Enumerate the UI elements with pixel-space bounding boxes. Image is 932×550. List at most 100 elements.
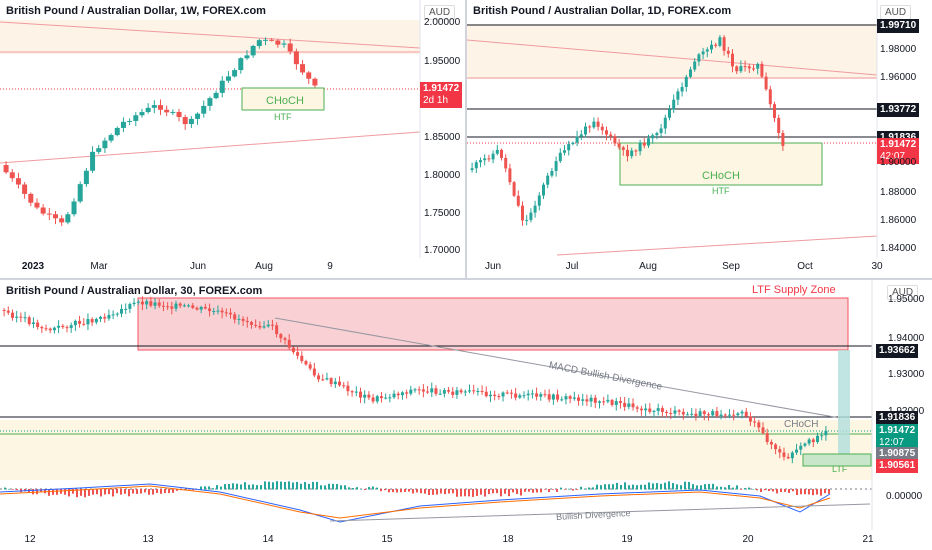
intraday-candle bbox=[522, 395, 526, 397]
daily-candle bbox=[655, 132, 659, 136]
intraday-candle bbox=[623, 402, 627, 407]
intraday-candle bbox=[514, 393, 518, 398]
daily-candle bbox=[491, 153, 495, 160]
weekly-candle bbox=[158, 105, 163, 110]
intraday-candle bbox=[497, 396, 501, 398]
daily-candle bbox=[550, 170, 554, 176]
macd-histogram-bar bbox=[268, 481, 270, 490]
macd-histogram-bar bbox=[292, 482, 294, 490]
intraday-candle bbox=[57, 325, 61, 328]
macd-histogram-bar bbox=[444, 489, 446, 495]
intraday-candle bbox=[526, 393, 530, 396]
intraday-level-red: 1.90561 bbox=[876, 459, 919, 473]
weekly-axis-unit[interactable]: AUD bbox=[424, 5, 456, 20]
intraday-x-tick: 13 bbox=[142, 534, 154, 545]
intraday-candle bbox=[153, 302, 157, 306]
daily-chart-canvas[interactable] bbox=[467, 0, 932, 278]
intraday-candle bbox=[589, 397, 593, 402]
intraday-candle bbox=[329, 378, 333, 385]
intraday-candle bbox=[136, 301, 140, 303]
macd-histogram-bar bbox=[676, 484, 678, 490]
daily-chart-title: British Pound / Australian Dollar, 1D, F… bbox=[473, 5, 732, 17]
ltf-supply-zone-label: LTF Supply Zone bbox=[752, 284, 836, 296]
intraday-candle bbox=[396, 393, 400, 396]
macd-histogram-bar bbox=[136, 489, 138, 494]
macd-histogram-bar bbox=[788, 489, 790, 493]
intraday-candle bbox=[325, 378, 329, 380]
macd-histogram-bar bbox=[264, 481, 266, 490]
macd-histogram-bar bbox=[600, 485, 602, 490]
macd-histogram-bar bbox=[540, 489, 542, 493]
intraday-candle bbox=[816, 435, 820, 443]
weekly-candle bbox=[306, 72, 312, 79]
intraday-candle bbox=[82, 323, 86, 325]
weekly-candle bbox=[201, 105, 207, 114]
macd-histogram-bar bbox=[772, 489, 774, 492]
intraday-candle bbox=[40, 327, 44, 329]
panel-divider-horizontal[interactable] bbox=[0, 278, 932, 280]
macd-histogram-bar bbox=[496, 489, 498, 494]
macd-histogram-bar bbox=[504, 489, 506, 494]
weekly-chart-canvas[interactable] bbox=[0, 0, 465, 278]
intraday-candle bbox=[568, 396, 572, 399]
intraday-candle bbox=[86, 319, 90, 325]
weekly-x-tick: Mar bbox=[90, 261, 108, 272]
intraday-candle bbox=[384, 397, 388, 399]
daily-candle bbox=[558, 152, 562, 162]
intraday-chart-panel[interactable]: British Pound / Australian Dollar, 30, F… bbox=[0, 280, 932, 550]
daily-candle bbox=[626, 149, 629, 157]
daily-choch-label: CHoCH bbox=[702, 170, 740, 182]
daily-candle bbox=[504, 157, 508, 169]
daily-choch-box bbox=[619, 142, 823, 186]
macd-histogram-bar bbox=[752, 488, 754, 490]
intraday-candle bbox=[103, 316, 107, 319]
intraday-candle bbox=[99, 316, 103, 319]
daily-chart-panel[interactable]: British Pound / Australian Dollar, 1D, F… bbox=[467, 0, 932, 278]
daily-candle bbox=[747, 66, 751, 69]
weekly-candle bbox=[275, 40, 281, 45]
intraday-candle bbox=[111, 314, 115, 316]
macd-histogram-bar bbox=[120, 489, 122, 495]
daily-axis-unit[interactable]: AUD bbox=[880, 5, 912, 20]
weekly-uptrend-line bbox=[0, 131, 421, 164]
ltf-demand-box bbox=[802, 453, 872, 467]
intraday-chart-canvas[interactable] bbox=[0, 280, 932, 550]
intraday-candle bbox=[317, 375, 321, 380]
weekly-y-tick: 1.95000 bbox=[424, 56, 461, 67]
macd-histogram-bar bbox=[500, 489, 502, 497]
daily-candle bbox=[584, 126, 587, 135]
macd-histogram-bar bbox=[628, 485, 630, 490]
macd-histogram-bar bbox=[512, 489, 514, 493]
intraday-candle bbox=[556, 394, 560, 400]
weekly-candle bbox=[164, 109, 170, 113]
daily-candle bbox=[693, 61, 697, 70]
panel-divider-vertical[interactable] bbox=[465, 0, 467, 278]
macd-histogram-bar bbox=[240, 484, 242, 490]
macd-divergence-trendline bbox=[274, 317, 841, 419]
daily-candle bbox=[680, 86, 684, 92]
intraday-candle bbox=[447, 390, 451, 392]
macd-histogram-bar bbox=[700, 485, 702, 490]
target-projection-box bbox=[838, 350, 850, 456]
weekly-x-tick: 2023 bbox=[21, 261, 45, 272]
intraday-candle bbox=[358, 391, 362, 398]
daily-candle bbox=[571, 142, 575, 145]
intraday-candle bbox=[166, 306, 170, 308]
daily-candle bbox=[630, 150, 634, 157]
macd-histogram-bar bbox=[192, 489, 194, 491]
weekly-candle bbox=[263, 39, 268, 41]
macd-histogram-bar bbox=[232, 483, 234, 490]
intraday-candle bbox=[229, 312, 233, 315]
macd-histogram-bar bbox=[396, 489, 398, 493]
macd-line bbox=[0, 483, 831, 523]
macd-histogram-bar bbox=[428, 489, 430, 496]
intraday-candle bbox=[220, 310, 224, 313]
intraday-axis-unit[interactable]: AUD bbox=[887, 285, 919, 300]
weekly-candle bbox=[22, 184, 28, 194]
weekly-chart-panel[interactable]: British Pound / Australian Dollar, 1W, F… bbox=[0, 0, 465, 278]
daily-candle bbox=[710, 44, 713, 50]
intraday-candle bbox=[644, 408, 648, 411]
daily-candle bbox=[600, 126, 604, 131]
intraday-candle bbox=[681, 411, 685, 415]
intraday-candle bbox=[145, 301, 149, 305]
